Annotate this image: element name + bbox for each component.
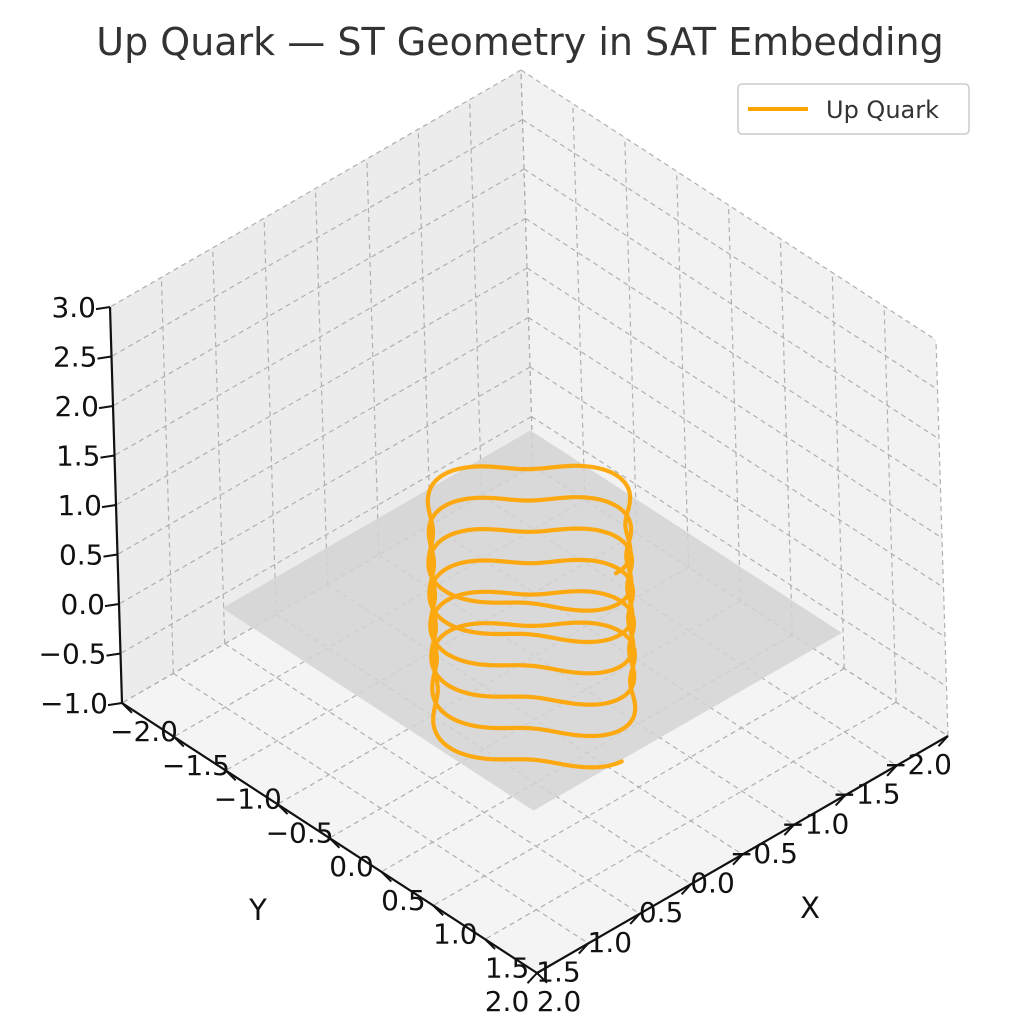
chart-title: Up Quark — ST Geometry in SAT Embedding [96,20,943,64]
x-tick [380,871,393,883]
x-tick [328,837,341,849]
grid-wall-z [111,118,523,358]
z-tick-label: 1.0 [57,489,102,522]
grid-wall-z [531,415,947,688]
z-tick [101,504,117,509]
y-tick-label: −1.5 [833,778,901,811]
series-line-up-quark [425,463,638,770]
grid-wall-z [526,267,943,539]
y-axis-label: Y [248,893,267,927]
x-tick [225,769,237,782]
x-tick-label: −0.5 [266,816,334,849]
grid-wall-z [522,118,938,391]
z-tick-label: −0.5 [39,638,107,671]
z-tick [100,454,115,459]
legend: Up Quark [737,83,970,135]
series-curve [425,463,638,770]
y-tick-label: 1.0 [588,926,633,959]
y-tick-label: 1.5 [536,955,581,988]
grid-wall-z [114,217,526,457]
grid-floor-y [224,643,641,915]
x-tick [276,803,289,815]
grid-wall-y [366,158,380,555]
x-tick-label: 1.0 [433,918,478,951]
z-tick-label: 2.0 [54,390,99,423]
z-tick [106,652,121,657]
grid-wall-z [120,415,532,655]
grid-wall-z [118,366,531,605]
z-tick [104,603,120,608]
y-tick [526,972,538,984]
x-tick-label: 0.0 [329,850,374,883]
grid-wall-z [520,69,937,341]
x-tick-label: −1.5 [162,749,230,782]
z-tick-label: 3.0 [51,291,96,324]
z-tick-label: 0.0 [60,588,105,621]
y-tick-label: −0.5 [730,837,798,870]
x-tick-label: 1.5 [485,951,530,984]
plane-surface [222,430,842,811]
y-tick [783,824,795,836]
z-tick-label: 0.5 [59,539,104,572]
tick-labels: −2.0−1.5−1.0−0.50.00.51.01.52.0−2.0−1.5−… [39,291,953,1018]
z-tick [97,355,112,360]
grid-wall-z [529,366,946,638]
x-tick [432,904,444,917]
grid-floor-y [173,672,589,944]
x-tick-label: −1.0 [214,783,282,816]
grid-wall-x [624,137,638,534]
y-tick [629,913,641,925]
z-tick [95,306,111,311]
grid-wall-z [528,316,944,589]
y-tick [732,853,744,866]
x-axis-label: X [800,891,820,925]
z0-plane [222,430,842,811]
z-tick-label: 1.5 [56,440,101,473]
y-tick [834,794,846,807]
y-tick [886,764,898,777]
x-tick [484,938,496,950]
z-tick-label: 2.5 [53,341,98,374]
y-tick-label: 0.5 [639,896,684,929]
z-tick [103,553,118,558]
grid-wall-x [676,171,690,568]
z-tick [98,405,114,410]
grid-wall-z [117,316,529,556]
y-tick [937,735,949,747]
grid-wall-y [263,218,277,615]
x-tick-label: 2.0 [537,985,582,1018]
y-tick [578,942,590,955]
grid-wall-z [525,217,941,490]
grid-wall-y [469,99,483,496]
legend-box [737,83,970,135]
grid-wall-z [112,168,525,407]
x-tick-label: −2.0 [110,715,178,748]
x-tick-label: 0.5 [381,884,426,917]
x-tick [173,736,185,748]
y-tick [680,883,692,896]
z-tick-label: −1.0 [40,687,108,720]
y-tick-label: 2.0 [485,985,530,1018]
y-tick-label: −1.0 [781,807,849,840]
x-tick [121,702,133,714]
x-tick [536,972,548,984]
y-tick-label: 0.0 [690,867,735,900]
y-tick-label: −2.0 [884,748,952,781]
grid-wall-z [115,267,528,506]
z-tick [107,702,123,707]
legend-label: Up Quark [826,96,939,124]
grid-wall-z [523,168,940,440]
grid-wall-x [572,103,586,500]
grid-wall-z [109,69,522,308]
